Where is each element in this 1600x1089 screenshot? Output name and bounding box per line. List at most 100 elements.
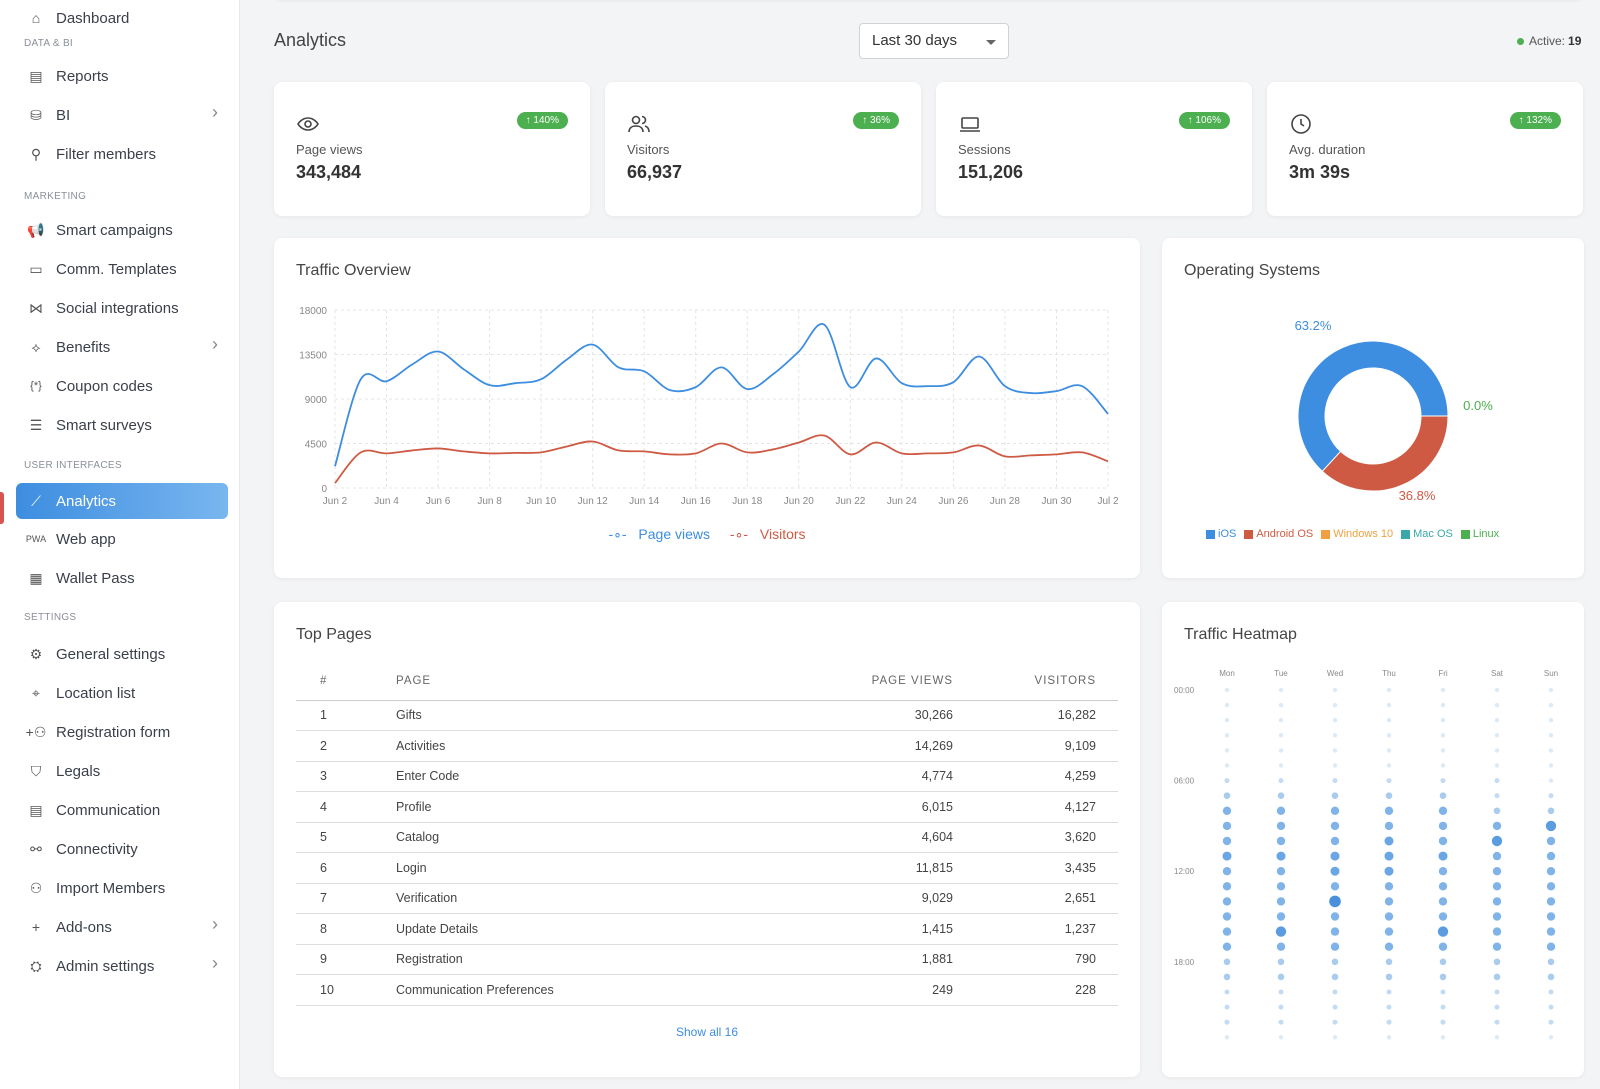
heatmap-cell — [1546, 942, 1556, 951]
heatmap-cell — [1438, 942, 1448, 951]
heatmap-cell — [1385, 792, 1393, 799]
legend-linux[interactable]: Linux — [1460, 528, 1499, 540]
heatmap-cell — [1548, 1019, 1554, 1025]
sidebar-item-coupon-codes[interactable]: {*} Coupon codes — [16, 368, 228, 404]
table-row[interactable]: 6 Login 11,815 3,435 — [296, 852, 1118, 884]
y-tick-label: 13500 — [299, 351, 327, 362]
row-index: 3 — [296, 761, 396, 792]
sidebar-item-location-list[interactable]: ⌖ Location list — [16, 675, 228, 711]
table-row[interactable]: 2 Activities 14,269 9,109 — [296, 730, 1118, 762]
table-row[interactable]: 8 Update Details 1,415 1,237 — [296, 913, 1118, 945]
row-visitors: 2,651 — [953, 883, 1118, 914]
row-visitors: 9,109 — [953, 730, 1118, 762]
stat-value: 343,484 — [296, 162, 362, 182]
legend-visitors[interactable]: -∘- Visitors — [726, 526, 810, 542]
row-index: 6 — [296, 852, 396, 884]
heatmap-cell — [1386, 1035, 1392, 1040]
show-all-link[interactable]: Show all 16 — [675, 1025, 739, 1039]
sidebar-item-general-settings[interactable]: ⚙ General settings — [16, 636, 228, 672]
sidebar-item-import-members[interactable]: ⚇ Import Members — [16, 870, 228, 906]
day-label: Mon — [1219, 669, 1235, 678]
row-page-views: 9,029 — [753, 883, 953, 914]
sidebar-item-label: Web app — [56, 530, 116, 548]
chevron-right-icon: › — [212, 102, 218, 122]
heatmap-cell — [1331, 958, 1339, 966]
sidebar-item-dashboard[interactable]: ⌂ Dashboard — [16, 0, 228, 36]
heatmap-cell — [1332, 778, 1338, 784]
row-index: 4 — [296, 791, 396, 823]
legend-android-os[interactable]: Android OS — [1244, 528, 1313, 540]
row-page: Verification — [396, 883, 753, 914]
legend-visitors-label: Visitors — [759, 526, 806, 542]
row-index: 7 — [296, 883, 396, 914]
chevron-right-icon: › — [212, 334, 218, 354]
date-range-select[interactable]: Last 30 days — [859, 23, 1009, 59]
day-label: Thu — [1382, 669, 1396, 678]
row-visitors: 3,620 — [953, 822, 1118, 853]
table-row[interactable]: 4 Profile 6,015 4,127 — [296, 791, 1118, 823]
sidebar-item-label: Location list — [56, 684, 136, 702]
legend-marker-icon: -∘- — [729, 526, 748, 542]
heatmap-cell — [1386, 989, 1392, 995]
sidebar-item-smart-campaigns[interactable]: 📢 Smart campaigns — [16, 212, 228, 248]
heatmap-cell — [1494, 989, 1500, 995]
heatmap-cell — [1224, 1004, 1230, 1010]
sidebar-item-registration-form[interactable]: +⚇ Registration form — [16, 714, 228, 750]
table-row[interactable]: 3 Enter Code 4,774 4,259 — [296, 761, 1118, 792]
heatmap-cell — [1548, 733, 1554, 738]
table-row[interactable]: 7 Verification 9,029 2,651 — [296, 883, 1118, 914]
sidebar-item-wallet-pass[interactable]: ▦ Wallet Pass — [16, 560, 228, 596]
sidebar-item-comm-templates[interactable]: ▭ Comm. Templates — [16, 251, 228, 287]
table-row[interactable]: 5 Catalog 4,604 3,620 — [296, 822, 1118, 853]
traffic-line-chart: 0 4500 9000 13500 18000 Jun 2 Jun 4 Jun 6 Jun 8 J… — [299, 306, 1119, 507]
row-index: 9 — [296, 944, 396, 975]
sidebar-item-filter-members[interactable]: ⚲ Filter members — [16, 136, 228, 172]
heatmap-cell — [1276, 897, 1286, 906]
legend-windows-10[interactable]: Windows 10 — [1321, 528, 1393, 540]
sidebar-item-connectivity[interactable]: ⚯ Connectivity — [16, 831, 228, 867]
row-visitors: 228 — [953, 974, 1118, 1006]
sidebar-item-web-app[interactable]: PWA Web app — [16, 521, 228, 557]
heatmap-cell — [1332, 989, 1338, 995]
location-pin-icon: ⌖ — [32, 684, 40, 701]
sidebar-item-smart-surveys[interactable]: ☰ Smart surveys — [16, 407, 228, 443]
table-row[interactable]: 9 Registration 1,881 790 — [296, 944, 1118, 975]
sidebar-item-benefits[interactable]: ⟡ Benefits › — [16, 329, 228, 365]
sidebar-item-admin-settings[interactable]: ⛭ Admin settings › — [16, 948, 228, 984]
row-index: 10 — [296, 974, 396, 1006]
legend-swatch — [1244, 529, 1254, 539]
heatmap-cell — [1385, 958, 1393, 966]
heatmap-cell — [1222, 897, 1232, 906]
sidebar-item-reports[interactable]: ▤ Reports — [16, 58, 228, 94]
home-icon: ⌂ — [31, 10, 41, 26]
heatmap-cell — [1278, 687, 1284, 693]
sidebar-item-communication[interactable]: ▤ Communication — [16, 792, 228, 828]
legend-ios[interactable]: iOS — [1206, 528, 1236, 540]
stat-value: 66,937 — [627, 162, 683, 182]
legend-page-views[interactable]: -∘- Page views — [604, 526, 717, 542]
heatmap-cell — [1278, 1019, 1284, 1025]
heatmap-cell — [1330, 927, 1340, 936]
heatmap-cell — [1548, 989, 1554, 995]
list-icon: ☰ — [29, 416, 43, 433]
heatmap-cell — [1222, 806, 1232, 815]
sidebar-item-legals[interactable]: ⛉ Legals — [16, 753, 228, 789]
table-row[interactable]: 10 Communication Preferences 249 228 — [296, 974, 1118, 1006]
heatmap-cell — [1222, 927, 1232, 936]
sidebar-item-bi[interactable]: ⛁ BI › — [16, 97, 228, 133]
sidebar-item-add-ons[interactable]: + Add-ons › — [16, 909, 228, 945]
heatmap-cell — [1330, 912, 1340, 921]
heatmap-cell — [1440, 778, 1446, 784]
report-icon: ▤ — [29, 67, 43, 84]
heatmap-cell — [1330, 866, 1340, 876]
row-index: 2 — [296, 730, 396, 762]
chevron-right-icon: › — [212, 914, 218, 934]
heatmap-cell — [1492, 821, 1502, 831]
sidebar-item-social-integrations[interactable]: ⋈ Social integrations — [16, 290, 228, 326]
legend-mac-os[interactable]: Mac OS — [1401, 528, 1453, 540]
table-row[interactable]: 1 Gifts 30,266 16,282 — [296, 700, 1118, 731]
sidebar-item-analytics[interactable]: ⟋ Analytics — [16, 483, 228, 519]
share-icon: ⋈ — [29, 299, 43, 316]
heatmap-cell — [1384, 866, 1394, 876]
donut-slice-ios — [1297, 340, 1449, 473]
